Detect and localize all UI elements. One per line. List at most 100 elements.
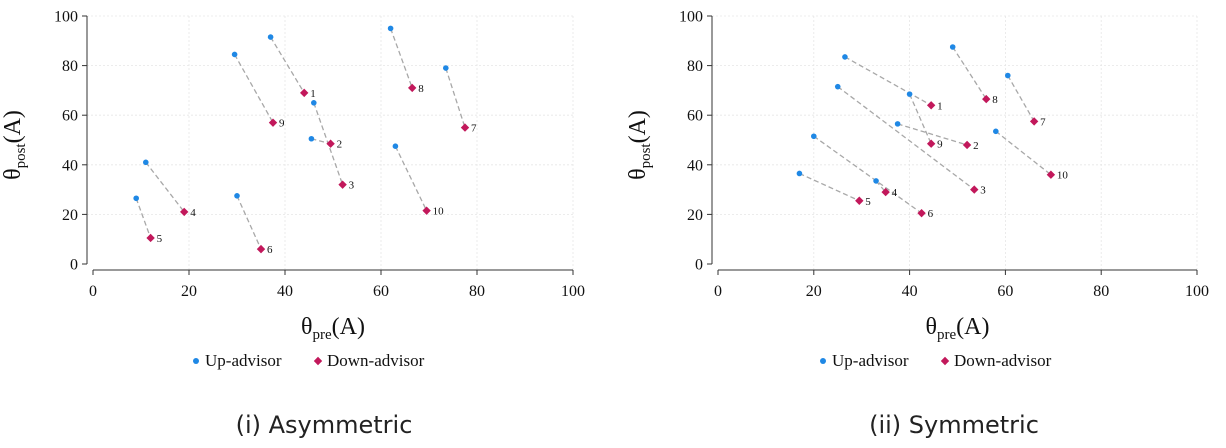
x-tick-label: 60 [997,283,1013,300]
pair-label: 9 [937,139,943,151]
down-advisor-point [256,244,266,254]
y-axis-title-tail: (A) [0,110,26,143]
legend: Up-advisor Down-advisor [193,351,425,370]
pair-connector-line [813,135,922,214]
pair-label: 8 [992,94,998,106]
x-axis-title: θpre(A) [926,314,990,343]
pair-label: 10 [433,206,445,218]
y-tick-label: 20 [687,207,703,224]
legend-down-marker [313,356,323,366]
down-advisor-point [180,207,189,217]
pair-connector-line [236,195,262,250]
legend-up-marker [820,358,826,364]
down-advisor-point [855,196,864,205]
legend-up-label: Up-advisor [205,351,282,370]
pair-label: 6 [928,208,934,220]
pair-label: 6 [267,244,273,256]
x-axis-title-tail: (A) [332,314,365,340]
legend-down-label: Down-advisor [954,351,1052,370]
down-advisor-point [1029,117,1039,126]
down-advisor-point [926,139,936,148]
up-advisor-point [143,159,149,166]
up-advisor-point [443,65,449,71]
pair-label: 7 [1040,116,1046,128]
pair-label: 3 [980,185,986,197]
x-tick-label: 40 [902,283,918,300]
x-tick-label: 0 [714,283,722,300]
y-tick-label: 80 [62,58,78,75]
up-advisor-point [796,170,803,177]
up-advisor-point [993,128,999,135]
up-advisor-point [387,25,394,32]
pair-label: 2 [973,140,979,152]
y-axis-title: θpost(A) [0,110,29,180]
up-advisor-point [811,133,817,140]
pair-label: 9 [279,118,285,130]
x-axis-title-subscript: pre [937,327,956,343]
up-advisor-point [1004,72,1011,79]
up-advisor-point [906,91,913,97]
up-advisor-point [231,51,238,58]
pair-connector-line [135,198,152,239]
x-axis-title: θpre(A) [301,314,365,343]
pair-label: 1 [310,88,316,100]
pair-label: 2 [337,139,343,151]
chart-panel-2: 0 20 40 60 80 100020406080100θpre(A)θpost(A)1… [625,9,1209,440]
down-advisor-point [881,187,890,197]
y-axis-title-symbol: θ [0,168,26,180]
up-advisor-point [234,193,240,199]
pair-label: 10 [1057,170,1069,182]
down-advisor-point [422,206,431,215]
pair-connector-line [145,161,185,213]
pair-connector-line [234,54,274,123]
up-advisor-point [308,135,315,142]
down-advisor-point [926,101,936,110]
pair-label: 5 [157,233,163,245]
y-tick-label: 100 [54,9,78,26]
pair-label: 4 [892,187,898,199]
down-advisor-point [970,185,979,194]
pair-label: 4 [190,207,196,219]
down-advisor-point [917,208,926,218]
up-advisor-point [392,143,399,149]
pair-connector-line [1007,75,1035,122]
y-axis-title: θpost(A) [625,110,654,180]
x-tick-label: 20 [181,283,197,300]
x-tick-label: 100 [561,283,585,300]
pair-connector-line [995,130,1052,176]
y-tick-label: 100 [679,9,703,26]
pair-connector-line [270,36,305,94]
y-tick-label: 0 [695,257,703,274]
y-tick-label: 20 [62,207,78,224]
y-axis-title-tail: (A) [625,110,651,143]
chart-panel-1: 0 20 40 60 80 100020406080100θpre(A)θpost(A)1… [0,9,585,440]
x-tick-label: 20 [806,283,822,300]
legend-down-label: Down-advisor [327,351,425,370]
up-advisor-point [949,44,956,50]
x-tick-label: 100 [1185,283,1209,300]
up-advisor-point [842,54,848,60]
legend-up-label: Up-advisor [832,351,909,370]
down-advisor-point [460,123,470,132]
x-axis-title-symbol: θ [301,314,313,340]
y-tick-label: 0 [70,257,78,274]
panel-caption: (i) Asymmetric [236,411,413,439]
down-advisor-point [268,118,278,127]
pair-connector-line [389,28,413,89]
pair-label: 3 [349,180,355,192]
down-advisor-point [326,139,335,148]
x-tick-label: 80 [1093,283,1109,300]
pair-label: 1 [937,100,943,112]
pair-label: 7 [471,123,477,135]
x-axis-title-tail: (A) [956,314,989,340]
pair-connector-line [952,46,987,100]
x-tick-label: 40 [277,283,293,300]
legend-up-marker [193,358,199,364]
pair-connector-line [844,56,932,106]
pair-label: 8 [418,83,424,95]
x-tick-label: 0 [89,283,97,300]
x-axis-title-subscript: pre [313,327,332,343]
pair-connector-line [837,86,975,191]
